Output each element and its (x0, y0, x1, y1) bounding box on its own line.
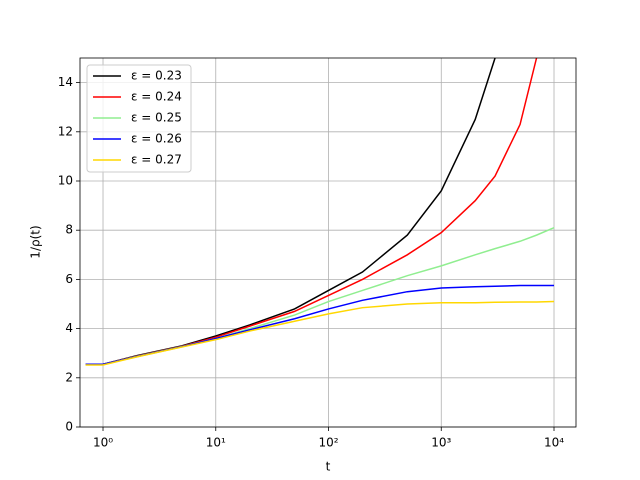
y-tick-label: 8 (65, 223, 73, 237)
y-tick-label: 12 (58, 124, 73, 138)
y-axis-label: 1/ρ(t) (29, 225, 43, 258)
legend-label: ε = 0.26 (131, 132, 182, 146)
y-tick-label: 10 (58, 174, 73, 188)
x-tick-label: 10⁴ (544, 436, 564, 450)
x-tick-label: 10² (318, 436, 338, 450)
plot-frame (79, 57, 577, 428)
x-tick-label: 10¹ (206, 436, 226, 450)
y-tick-label: 14 (58, 75, 73, 89)
legend-label: ε = 0.23 (131, 69, 182, 83)
x-axis-label: t (326, 460, 331, 474)
legend-box (86, 64, 192, 173)
legend-label: ε = 0.25 (131, 111, 182, 125)
series-line (85, 300, 555, 366)
y-tick-label: 4 (65, 321, 73, 335)
y-tick-label: 2 (65, 370, 73, 384)
y-tick-label: 6 (65, 272, 73, 286)
x-tick-label: 10³ (431, 436, 451, 450)
legend-label: ε = 0.27 (131, 153, 182, 167)
x-tick-label: 10⁰ (93, 436, 113, 450)
y-tick-label: 0 (65, 420, 73, 434)
legend-label: ε = 0.24 (131, 90, 182, 104)
